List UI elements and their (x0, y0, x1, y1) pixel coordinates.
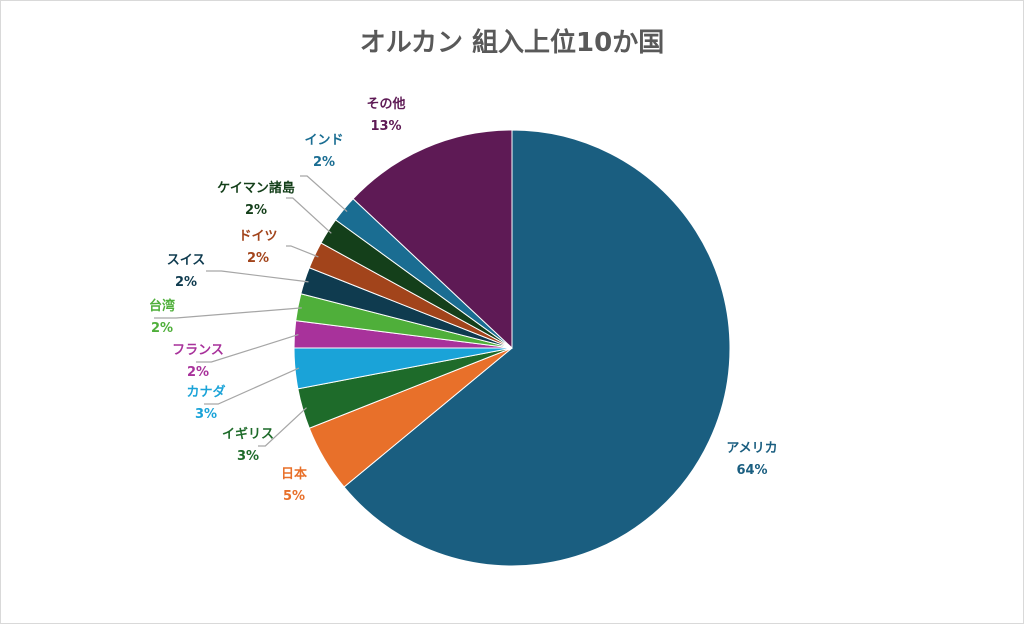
slice-percent: 3% (195, 407, 217, 422)
leader-line (286, 245, 319, 258)
slice-percent: 2% (313, 155, 335, 170)
slice-label: ドイツ (238, 229, 277, 244)
slice-label: 日本 (281, 466, 307, 482)
slice-percent: 5% (283, 489, 305, 504)
slice-label: フランス (172, 343, 224, 358)
slice-label: ケイマン諸島 (217, 180, 295, 196)
leader-line (154, 307, 302, 319)
slice-label: カナダ (186, 384, 225, 400)
slice-percent: 2% (151, 321, 173, 336)
slice-percent: 64% (736, 463, 767, 478)
pie-slices (293, 129, 731, 567)
slice-percent: 13% (370, 119, 401, 134)
leader-line (258, 407, 307, 447)
pie-slice (352, 129, 513, 350)
slice-label: イギリス (222, 426, 274, 442)
leader-line (206, 270, 309, 283)
slice-percent: 3% (237, 449, 259, 464)
slice-percent: 2% (187, 365, 209, 380)
slice-labels: アメリカ64%日本5%イギリス3%カナダ3%フランス2%台湾2%スイス2%ドイツ… (149, 96, 778, 504)
slice-label: 台湾 (149, 298, 175, 314)
slice-label: アメリカ (726, 441, 777, 456)
leader-line (196, 334, 299, 363)
leader-lines (154, 175, 348, 447)
pie-slice (343, 129, 731, 567)
slice-label: スイス (167, 253, 206, 268)
leader-line (300, 175, 348, 213)
leader-line (204, 367, 300, 405)
slice-percent: 2% (245, 203, 267, 218)
slice-percent: 2% (247, 251, 269, 266)
chart-title: オルカン 組入上位10か国 (359, 28, 665, 58)
slice-label: その他 (366, 96, 405, 112)
leader-line (286, 197, 332, 234)
slice-percent: 2% (175, 275, 197, 290)
slice-label: インド (304, 133, 343, 148)
